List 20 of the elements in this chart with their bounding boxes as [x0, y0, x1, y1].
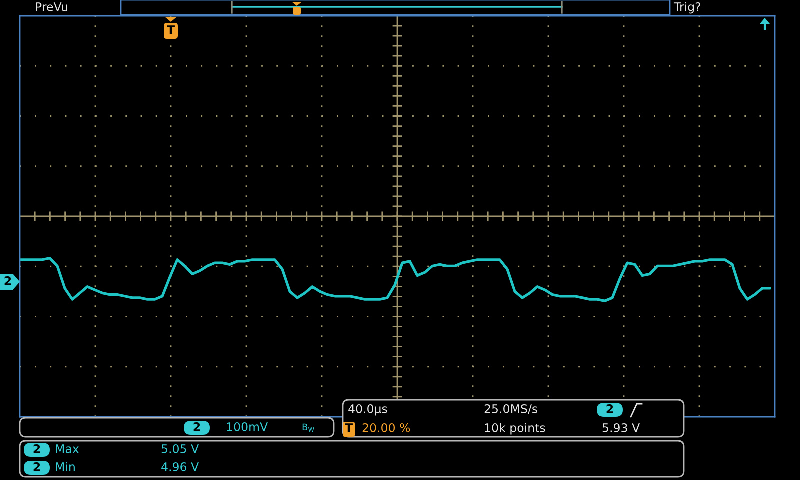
text: Max: [56, 444, 80, 454]
text: 2: [34, 462, 40, 472]
text: 4.96 V: [162, 462, 200, 472]
text: T: [345, 424, 353, 432]
text: 2: [194, 422, 200, 432]
text: Trig?: [674, 2, 701, 14]
text: T: [167, 26, 175, 34]
text: 2: [34, 444, 40, 454]
text: 20.00 %: [362, 423, 410, 432]
text: 100mV: [227, 422, 268, 432]
text: Min: [56, 462, 75, 472]
annotation: 2: [606, 404, 614, 414]
text: 5.93 V: [602, 423, 640, 432]
text: 2: [4, 276, 12, 286]
text: 10k points: [485, 423, 546, 435]
annotation: 25.0MS/s: [484, 404, 538, 414]
text: B$_{W}$: [302, 424, 314, 432]
annotation: 40.0µs: [348, 404, 388, 416]
text: 5.05 V: [162, 444, 200, 454]
text: PreVu: [36, 2, 68, 12]
